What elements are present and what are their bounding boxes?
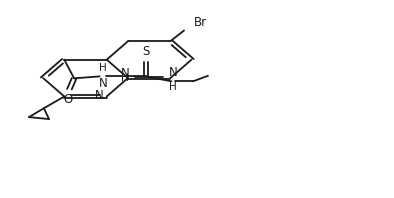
Text: N: N xyxy=(98,77,107,90)
Text: H: H xyxy=(121,73,128,83)
Text: H: H xyxy=(99,63,107,73)
Text: H: H xyxy=(169,82,177,92)
Text: Br: Br xyxy=(194,16,207,30)
Text: N: N xyxy=(121,67,129,80)
Text: N: N xyxy=(169,66,177,79)
Text: N: N xyxy=(95,89,104,102)
Text: O: O xyxy=(63,93,73,106)
Text: S: S xyxy=(142,45,150,58)
